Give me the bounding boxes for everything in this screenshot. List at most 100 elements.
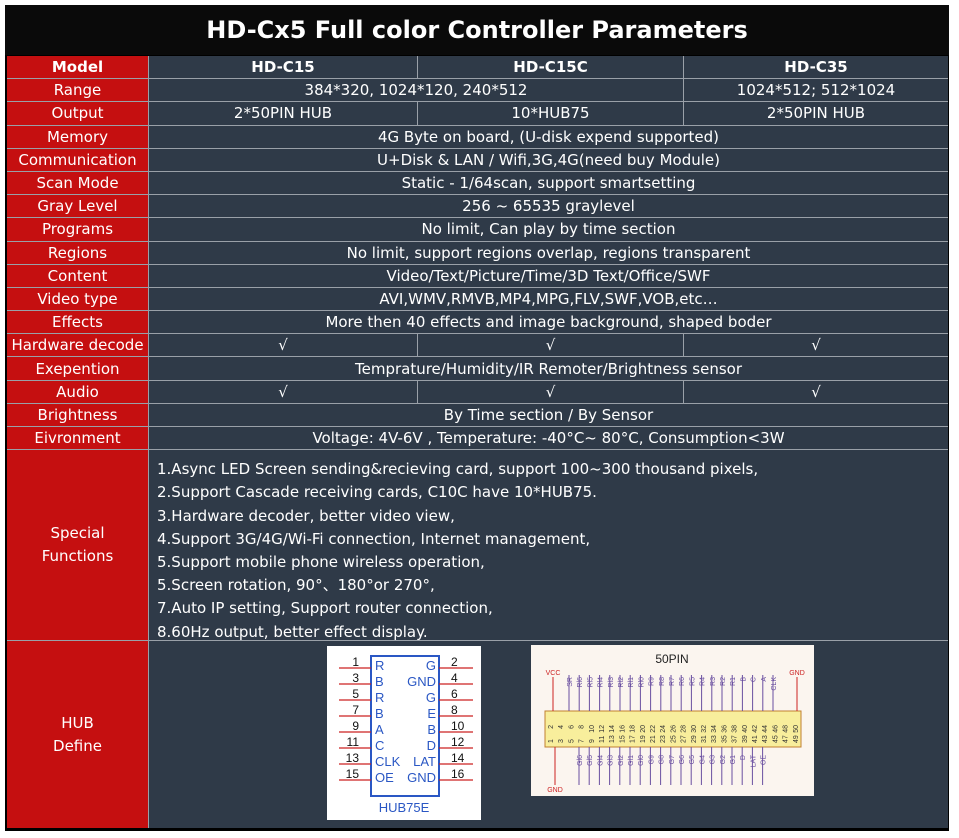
signal-label: Rl3 — [608, 677, 615, 688]
row-value: By Time section / By Sensor — [149, 403, 948, 426]
signal-label: R6 — [679, 677, 686, 686]
pin-number: 40 — [742, 725, 749, 733]
function-item: 5.Screen rotation, 90°、180°or 270°, — [157, 576, 435, 595]
pin-signal: R — [375, 690, 384, 705]
pin50-caption: 50PIN — [655, 652, 688, 666]
pin-number: 28 — [681, 725, 688, 733]
pin-number: 30 — [691, 725, 698, 733]
hub75e-diagram: HUB75E 1 R 3 B 5 R 7 B 9 A 11 C 13 CLK 15 OE 2 G 4 GND 6 G 8 E 10… — [327, 646, 481, 821]
signal-label: G2 — [720, 755, 727, 764]
pin-number: 19 — [640, 735, 647, 743]
pin-number: 7 — [579, 739, 586, 743]
signal-label: Gl1 — [628, 755, 635, 766]
pin-number: 43 — [762, 735, 769, 743]
pin-number: 1 — [548, 739, 555, 743]
row-value: √ — [418, 334, 683, 357]
pin-number: 4 — [558, 725, 565, 729]
signal-label: G5 — [689, 755, 696, 764]
pin-number: 5 — [568, 739, 575, 743]
row-value: AVI,WMV,RMVB,MP4,MPG,FLV,SWF,VOB,etc… — [149, 287, 948, 311]
row-label: Hardware decode — [7, 334, 148, 357]
pin-signal: B — [427, 722, 436, 737]
row-value: √ — [149, 334, 417, 357]
row-value: 1024*512; 512*1024 — [684, 79, 948, 102]
pin-number: 5 — [352, 687, 359, 701]
pin-number: 9 — [352, 719, 359, 733]
pin-number: 34 — [711, 725, 718, 733]
signal-label: Gl4 — [597, 755, 604, 766]
pin-number: 46 — [772, 725, 779, 733]
model-header-label: Model — [7, 56, 148, 79]
pin-number: 16 — [619, 725, 626, 733]
parameter-table: Model HD-C15 HD-C15C HD-C35 Range 384*320, 10… — [7, 56, 948, 829]
row-value: √ — [684, 334, 948, 357]
label-line: HUB — [61, 713, 94, 732]
signal-label: R1 — [730, 677, 737, 686]
pin-signal: A — [375, 722, 384, 737]
pin-number: 21 — [650, 735, 657, 743]
signal-label: G7 — [669, 755, 676, 764]
pin-number: 3 — [558, 739, 565, 743]
signal-label: G4 — [699, 755, 706, 764]
pin-number: 1 — [352, 655, 359, 669]
row-value: Voltage: 4V-6V , Temperature: -40°C~ 80°… — [149, 427, 948, 450]
signal-label: Rl1 — [628, 677, 635, 688]
signal-label: OE — [761, 755, 768, 765]
function-item: 2.Support Cascade receiving cards, C10C … — [157, 483, 597, 502]
pin-number: 18 — [630, 725, 637, 733]
pin-number: 47 — [783, 735, 790, 743]
pin-number: 14 — [451, 751, 465, 765]
pin-signal: E — [427, 706, 436, 721]
row-value: Temprature/Humidity/IR Remoter/Brightnes… — [149, 357, 948, 380]
row-value: 256 ~ 65535 graylevel — [149, 195, 948, 218]
pin50-diagram: 50PIN 2 4 6 8 10 12 14 16 18 20 22 24 26 28 30 32 34 36 38 4… — [531, 645, 814, 797]
signal-label: Rl0 — [638, 677, 645, 688]
pin-number: 10 — [589, 725, 596, 733]
pin-signal: OE — [375, 770, 394, 785]
signal-label: Rl4 — [598, 677, 605, 688]
signal-label: SR — [567, 677, 574, 687]
signal-label: Rl2 — [618, 677, 625, 688]
row-label: Communication — [7, 148, 148, 171]
pin-number: 7 — [352, 703, 359, 717]
pin-signal: G — [426, 690, 436, 705]
signal-label: Rl5 — [587, 677, 594, 688]
pin-number: 20 — [640, 725, 647, 733]
pin-number: 44 — [762, 725, 769, 733]
signal-label: R4 — [700, 677, 707, 686]
hub-diagrams: HUB75E 1 R 3 B 5 R 7 B 9 A 11 C 13 CLK 15 OE 2 G 4 GND 6 G 8 E 10… — [149, 641, 948, 829]
pin-number: 49 — [793, 735, 800, 743]
pin-number: 10 — [451, 719, 465, 733]
vcc-label: VCC — [546, 670, 561, 677]
pin-number: 39 — [742, 735, 749, 743]
pin-number: 41 — [752, 735, 759, 743]
row-value: More then 40 effects and image backgroun… — [149, 311, 948, 334]
signal-label: G8 — [659, 755, 666, 764]
signal-label: LAT — [750, 754, 757, 767]
gnd-top-label: GND — [789, 670, 805, 677]
signal-label: R9 — [649, 677, 656, 686]
row-value: 10*HUB75 — [418, 102, 683, 125]
pin-signal: G — [426, 658, 436, 673]
pin-number: 22 — [650, 725, 657, 733]
row-label: Scan Mode — [7, 171, 148, 195]
signal-label: Gl0 — [638, 755, 645, 766]
row-value: Video/Text/Picture/Time/3D Text/Office/S… — [149, 264, 948, 287]
pin-number: 26 — [670, 725, 677, 733]
row-label: Video type — [7, 287, 148, 311]
row-value: 2*50PIN HUB — [684, 102, 948, 125]
pin-signal: D — [427, 738, 436, 753]
pin-number: 12 — [451, 735, 465, 749]
pin-number: 6 — [568, 725, 575, 729]
signal-label: G3 — [710, 755, 717, 764]
label-line: Functions — [41, 547, 114, 566]
pin-number: 36 — [721, 725, 728, 733]
signal-label: R3 — [710, 677, 717, 686]
signal-label: R5 — [689, 677, 696, 686]
pin-number: 14 — [609, 725, 616, 733]
signal-label: R7 — [669, 677, 676, 686]
signal-label: G6 — [679, 755, 686, 764]
signal-label: Gl3 — [608, 755, 615, 766]
pin-number: 11 — [599, 736, 606, 743]
connector-outline — [370, 655, 440, 798]
